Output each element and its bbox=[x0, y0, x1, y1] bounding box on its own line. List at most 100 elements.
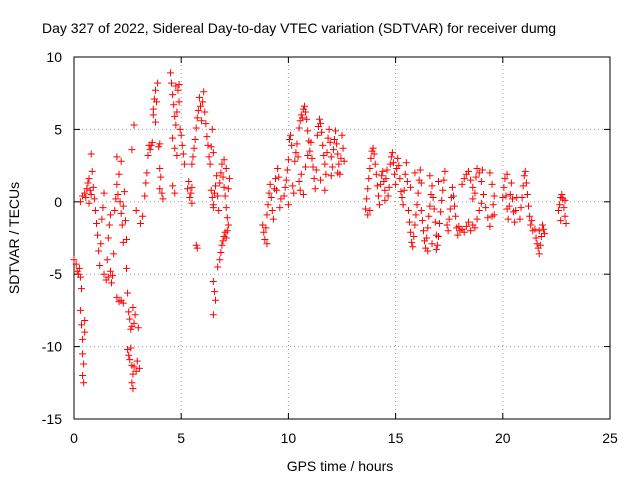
x-tick-label: 25 bbox=[602, 430, 618, 446]
data-point bbox=[443, 221, 451, 229]
data-point bbox=[188, 183, 196, 191]
data-point bbox=[454, 231, 462, 239]
data-point bbox=[117, 157, 125, 165]
data-point bbox=[462, 222, 470, 230]
data-point bbox=[76, 198, 84, 206]
data-point bbox=[503, 170, 511, 178]
data-point bbox=[473, 215, 481, 223]
data-point bbox=[104, 234, 112, 242]
data-point bbox=[387, 153, 395, 161]
data-point bbox=[119, 238, 127, 246]
data-point bbox=[392, 180, 400, 188]
data-point bbox=[85, 199, 93, 207]
data-point bbox=[504, 215, 512, 223]
data-point bbox=[153, 98, 161, 106]
data-point bbox=[120, 188, 128, 196]
data-point bbox=[156, 164, 164, 172]
data-point bbox=[512, 206, 520, 214]
data-point bbox=[502, 192, 510, 200]
data-point bbox=[499, 193, 507, 201]
data-point bbox=[108, 279, 116, 287]
data-point bbox=[264, 201, 272, 209]
data-point bbox=[180, 160, 188, 168]
data-point bbox=[265, 189, 273, 197]
data-point bbox=[262, 224, 270, 232]
data-point bbox=[172, 121, 180, 129]
data-point bbox=[111, 206, 119, 214]
data-point bbox=[407, 228, 415, 236]
data-point bbox=[72, 260, 80, 268]
data-point bbox=[310, 175, 318, 183]
data-point bbox=[296, 186, 304, 194]
data-point bbox=[511, 218, 519, 226]
data-point bbox=[212, 182, 220, 190]
y-tick-label: -10 bbox=[42, 339, 62, 355]
data-point bbox=[558, 191, 566, 199]
data-point bbox=[469, 195, 477, 203]
data-point bbox=[334, 150, 342, 158]
data-point bbox=[141, 192, 149, 200]
data-point bbox=[406, 218, 414, 226]
data-point bbox=[78, 321, 86, 329]
data-point bbox=[366, 164, 374, 172]
data-point bbox=[170, 101, 178, 109]
data-point bbox=[283, 166, 291, 174]
y-tick-labels: -15 -10 -5 0 5 10 bbox=[42, 49, 62, 427]
data-point bbox=[169, 182, 177, 190]
data-point bbox=[381, 196, 389, 204]
x-tick-label: 20 bbox=[495, 430, 511, 446]
data-point bbox=[157, 173, 165, 181]
data-point bbox=[103, 256, 111, 264]
data-point bbox=[155, 143, 163, 151]
data-point bbox=[419, 227, 427, 235]
data-point bbox=[172, 82, 180, 90]
y-tick-label: -5 bbox=[50, 266, 63, 282]
data-point bbox=[433, 241, 441, 249]
data-point bbox=[526, 212, 534, 220]
data-point bbox=[207, 186, 215, 194]
data-point bbox=[362, 205, 370, 213]
data-point bbox=[284, 156, 292, 164]
data-point bbox=[76, 273, 84, 281]
data-point bbox=[147, 141, 155, 149]
data-point bbox=[261, 235, 269, 243]
data-point bbox=[425, 212, 433, 220]
data-point bbox=[129, 304, 137, 312]
data-point bbox=[500, 183, 508, 191]
data-point bbox=[374, 192, 382, 200]
data-point bbox=[397, 188, 405, 196]
data-point bbox=[268, 206, 276, 214]
data-point bbox=[537, 233, 545, 241]
data-point bbox=[100, 189, 108, 197]
data-point bbox=[126, 315, 134, 323]
data-point bbox=[527, 221, 535, 229]
data-point bbox=[88, 167, 96, 175]
data-point bbox=[302, 163, 310, 171]
data-point bbox=[489, 201, 497, 209]
data-point bbox=[557, 217, 565, 225]
data-point bbox=[128, 379, 136, 387]
data-point bbox=[151, 118, 159, 126]
data-point bbox=[289, 182, 297, 190]
data-point bbox=[115, 170, 123, 178]
data-point bbox=[418, 217, 426, 225]
data-point bbox=[401, 170, 409, 178]
data-point bbox=[297, 170, 305, 178]
data-point bbox=[119, 202, 127, 210]
data-point bbox=[260, 228, 268, 236]
data-point bbox=[105, 221, 113, 229]
data-point bbox=[177, 131, 185, 139]
data-point bbox=[536, 241, 544, 249]
data-point bbox=[325, 125, 333, 133]
data-point bbox=[123, 264, 131, 272]
data-point bbox=[469, 183, 477, 191]
data-point bbox=[340, 157, 348, 165]
data-point bbox=[535, 227, 543, 235]
data-point bbox=[317, 176, 325, 184]
data-point bbox=[540, 225, 548, 233]
data-point bbox=[91, 206, 99, 214]
data-point bbox=[202, 120, 210, 128]
data-point bbox=[277, 195, 285, 203]
data-point bbox=[126, 356, 134, 364]
data-point bbox=[106, 267, 114, 275]
